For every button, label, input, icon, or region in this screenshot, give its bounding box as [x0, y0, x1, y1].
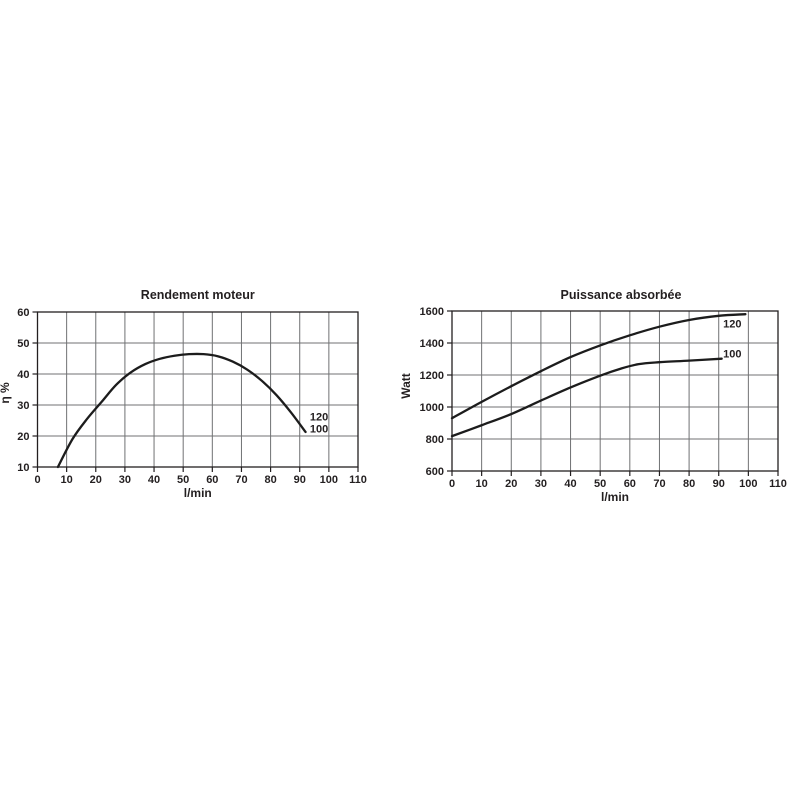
- y-tick-label: 1000: [420, 402, 444, 414]
- y-tick-label: 1400: [420, 338, 444, 350]
- x-tick-label: 10: [476, 478, 488, 490]
- x-tick-label: 100: [739, 478, 757, 490]
- y-tick-label: 50: [17, 338, 29, 350]
- x-axis-label: l/min: [601, 490, 629, 504]
- x-tick-label: 70: [653, 478, 665, 490]
- chart-title: Rendement moteur: [141, 288, 255, 302]
- chart-puissance-plot: 0 10 20 30 40 50 60 70 80 90 100 110 600 800 1000 1200 1…: [420, 306, 787, 490]
- x-tick-label: 110: [349, 474, 367, 486]
- plot-border: [36, 311, 359, 468]
- y-tick-label: 800: [426, 434, 444, 446]
- x-axis-label: l/min: [184, 486, 212, 500]
- x-tick-label: 20: [90, 474, 102, 486]
- y-tick-label: 20: [17, 431, 29, 443]
- y-tick-label: 1600: [420, 306, 444, 318]
- y-tick-label: 10: [17, 462, 29, 474]
- x-tick-label: 0: [34, 474, 40, 486]
- plot-border: [451, 310, 779, 472]
- x-tick-label: 50: [177, 474, 189, 486]
- x-tick-label: 70: [235, 474, 247, 486]
- y-axis-label: η %: [0, 382, 12, 404]
- x-tick-label: 20: [505, 478, 517, 490]
- curve-rendement-120-100: [56, 352, 307, 469]
- x-tick-label: 30: [535, 478, 547, 490]
- y-tick-label: 60: [17, 307, 29, 319]
- x-tick-label: 40: [148, 474, 160, 486]
- y-axis-label: Watt: [399, 373, 413, 399]
- curve-label-100: 100: [723, 349, 741, 361]
- chart-title: Puissance absorbée: [561, 288, 682, 302]
- curve-label-120: 120: [310, 412, 328, 424]
- curve-label-120: 120: [723, 319, 741, 331]
- x-tick-label: 30: [119, 474, 131, 486]
- curve-puissance-120: [450, 313, 747, 420]
- x-tick-label: 100: [320, 474, 338, 486]
- chart-rendement-moteur: 0 10 20 30 40 50 60 70 80 90 100 110 10 20 30 40 50 60 120…: [0, 288, 367, 500]
- x-tick-label: 50: [594, 478, 606, 490]
- x-tick-label: 60: [624, 478, 636, 490]
- chart-rendement-plot: 0 10 20 30 40 50 60 70 80 90 100 110 10 20 30 40 50 60 120…: [17, 307, 367, 486]
- y-tick-label: 600: [426, 466, 444, 478]
- x-tick-label: 40: [564, 478, 576, 490]
- y-tick-label: 1200: [420, 370, 444, 382]
- curve-puissance-100: [450, 357, 723, 438]
- y-tick-label: 30: [17, 400, 29, 412]
- x-tick-label: 90: [713, 478, 725, 490]
- x-tick-label: 60: [206, 474, 218, 486]
- x-tick-label: 110: [769, 478, 787, 490]
- x-tick-label: 90: [294, 474, 306, 486]
- x-tick-label: 10: [61, 474, 73, 486]
- y-tick-label: 40: [17, 369, 29, 381]
- x-tick-label: 80: [264, 474, 276, 486]
- curve-label-100: 100: [310, 423, 328, 435]
- chart-puissance-absorbee: 0 10 20 30 40 50 60 70 80 90 100 110 600 800 1000 1200 1…: [399, 288, 787, 504]
- x-tick-label: 0: [449, 478, 455, 490]
- x-tick-label: 80: [683, 478, 695, 490]
